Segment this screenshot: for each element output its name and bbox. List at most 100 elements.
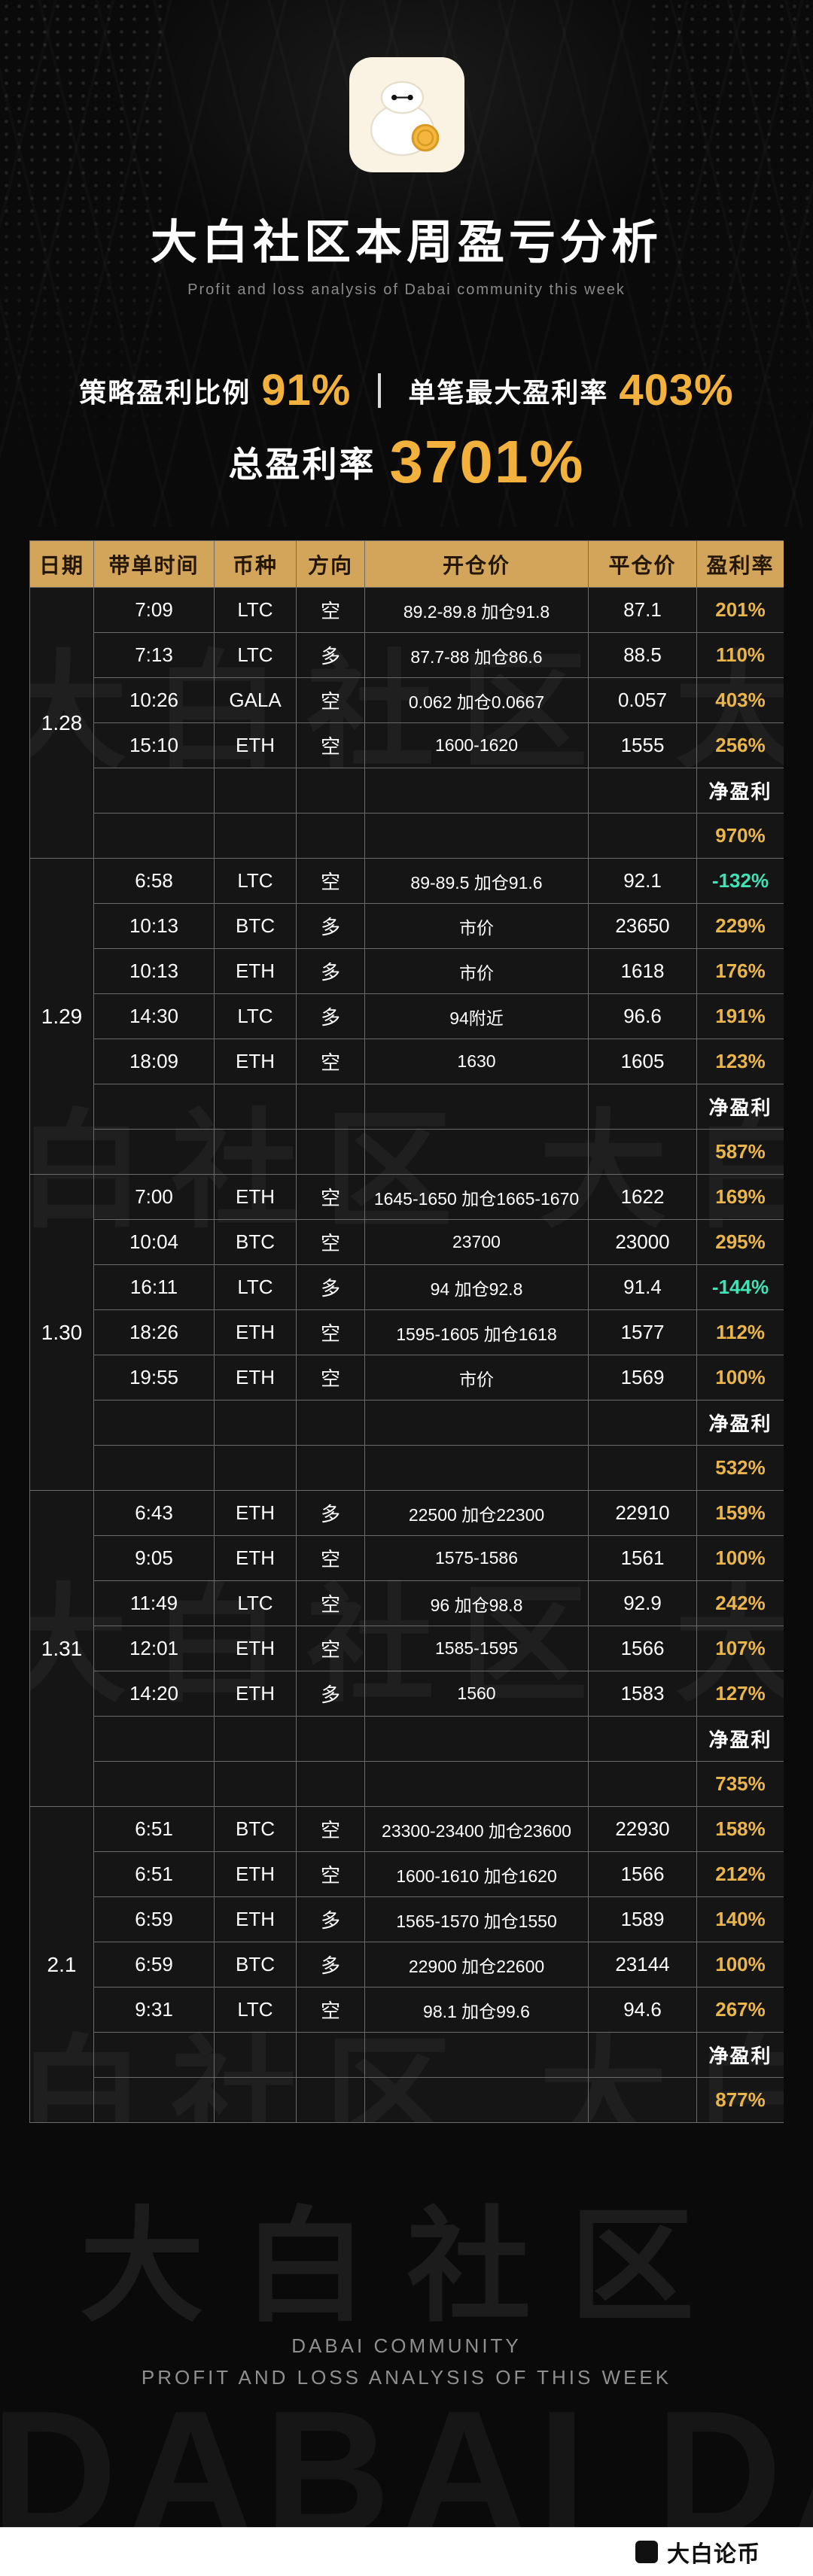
coin-cell: LTC (214, 993, 297, 1039)
empty-cell (364, 2077, 589, 2123)
direction-cell: 多 (296, 1264, 365, 1310)
page-subtitle: Profit and loss analysis of Dabai commun… (187, 281, 626, 298)
open-price-cell: 1560 (364, 1671, 589, 1717)
strategy-profit-stat: 策略盈利比例 91% (79, 365, 351, 415)
coin-cell: ETH (214, 1626, 297, 1671)
coin-cell: ETH (214, 1851, 297, 1897)
direction-cell: 空 (296, 587, 365, 633)
page-title: 大白社区本周盈亏分析 (150, 217, 662, 269)
empty-cell (364, 1400, 589, 1446)
close-price-cell: 87.1 (588, 587, 697, 633)
profit-cell: 140% (696, 1896, 784, 1942)
empty-cell (93, 1129, 215, 1175)
direction-cell: 空 (296, 1626, 365, 1671)
table-row: 14:20 ETH 多 1560 1583 127% (30, 1671, 784, 1717)
net-profit-value-cell: 877% (696, 2077, 784, 2123)
net-profit-value-cell: 532% (696, 1445, 784, 1491)
empty-cell (214, 768, 297, 814)
table-row: 1.31 6:43 ETH 多 22500 加仓22300 22910 159% (29, 1490, 784, 1807)
empty-cell (588, 768, 697, 814)
column-header: 币种 (214, 540, 297, 588)
close-price-cell: 91.4 (588, 1264, 697, 1310)
direction-cell: 空 (296, 1039, 365, 1084)
open-price-cell: 市价 (364, 903, 589, 949)
open-price-cell: 89.2-89.8 加仓91.8 (364, 587, 589, 633)
direction-cell: 多 (296, 1896, 365, 1942)
max-single-profit-label: 单笔最大盈利率 (408, 376, 609, 408)
empty-cell (296, 1084, 365, 1130)
coin-cell: ETH (214, 722, 297, 768)
direction-cell: 空 (296, 1987, 365, 2033)
empty-cell (296, 1716, 365, 1762)
net-profit-label-cell: 净盈利 (696, 1084, 784, 1130)
table-row: 6:59 ETH 多 1565-1570 加仓1550 1589 140% (30, 1896, 784, 1942)
date-cell: 1.31 (29, 1490, 94, 1807)
time-cell: 7:09 (93, 587, 215, 633)
direction-cell: 多 (296, 1671, 365, 1717)
profit-cell: 403% (696, 677, 784, 723)
coin-cell: ETH (214, 1535, 297, 1581)
open-price-cell: 98.1 加仓99.6 (364, 1987, 589, 2033)
empty-cell (93, 1716, 215, 1762)
open-price-cell: 0.062 加仓0.0667 (364, 677, 589, 723)
time-cell: 14:20 (93, 1671, 215, 1717)
time-cell: 9:05 (93, 1535, 215, 1581)
coin-cell: ETH (214, 1490, 297, 1536)
net-profit-label-row: 净盈利 (30, 2032, 784, 2078)
hero-section: 大白社区本周盈亏分析 Profit and loss analysis of D… (0, 0, 813, 299)
empty-cell (588, 1761, 697, 1807)
coin-cell: ETH (214, 1671, 297, 1717)
time-cell: 6:51 (93, 1806, 215, 1852)
close-price-cell: 92.1 (588, 858, 697, 904)
footer-text: DABAI COMMUNITY PROFIT AND LOSS ANALYSIS… (0, 2330, 813, 2393)
column-header: 方向 (296, 540, 365, 588)
coin-cell: ETH (214, 1174, 297, 1220)
open-price-cell: 23700 (364, 1219, 589, 1265)
empty-cell (214, 1084, 297, 1130)
profit-cell: 100% (696, 1942, 784, 1988)
open-price-cell: 23300-23400 加仓23600 (364, 1806, 589, 1852)
profit-cell: 110% (696, 632, 784, 678)
close-price-cell: 88.5 (588, 632, 697, 678)
column-header: 日期 (29, 540, 94, 588)
empty-cell (588, 2077, 697, 2123)
profit-cell: 107% (696, 1626, 784, 1671)
empty-cell (364, 1761, 589, 1807)
empty-cell (364, 1716, 589, 1762)
net-profit-value-row: 970% (30, 813, 784, 859)
empty-cell (93, 813, 215, 859)
time-cell: 18:26 (93, 1309, 215, 1355)
close-price-cell: 92.9 (588, 1580, 697, 1626)
profit-cell: 201% (696, 587, 784, 633)
table-row: 9:05 ETH 空 1575-1586 1561 100% (30, 1535, 784, 1581)
open-price-cell: 1595-1605 加仓1618 (364, 1309, 589, 1355)
total-profit-stat: 总盈利率 3701% (0, 427, 813, 497)
net-profit-label-row: 净盈利 (30, 1716, 784, 1762)
direction-cell: 多 (296, 993, 365, 1039)
time-cell: 10:13 (93, 903, 215, 949)
empty-cell (296, 1445, 365, 1491)
direction-cell: 空 (296, 858, 365, 904)
strategy-profit-value: 91% (261, 366, 352, 415)
empty-cell (214, 1761, 297, 1807)
profit-cell: 159% (696, 1490, 784, 1536)
open-price-cell: 22500 加仓22300 (364, 1490, 589, 1536)
direction-cell: 多 (296, 948, 365, 994)
coin-cell: LTC (214, 1264, 297, 1310)
net-profit-value-row: 877% (30, 2077, 784, 2123)
time-cell: 6:43 (93, 1490, 215, 1536)
table-row: 18:09 ETH 空 1630 1605 123% (30, 1039, 784, 1084)
direction-cell: 空 (296, 1580, 365, 1626)
close-price-cell: 96.6 (588, 993, 697, 1039)
time-cell: 6:59 (93, 1942, 215, 1988)
profit-cell: 100% (696, 1355, 784, 1401)
date-cell: 1.28 (29, 587, 94, 859)
empty-cell (214, 1445, 297, 1491)
close-price-cell: 22910 (588, 1490, 697, 1536)
table-row: 10:04 BTC 空 23700 23000 295% (30, 1219, 784, 1265)
close-price-cell: 22930 (588, 1806, 697, 1852)
table-row: 2.1 6:51 BTC 空 23300-23400 加仓23600 22930 158% (29, 1806, 784, 2123)
empty-cell (588, 813, 697, 859)
column-header: 带单时间 (93, 540, 215, 588)
empty-cell (364, 2032, 589, 2078)
